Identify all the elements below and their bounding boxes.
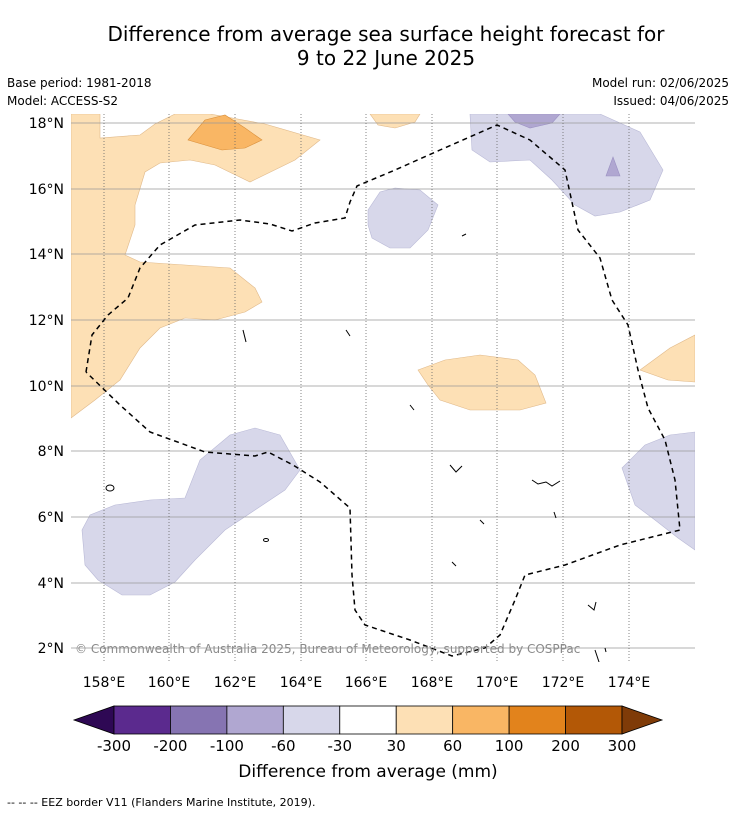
island-outline [263,538,269,542]
lon-label: 162°E [214,675,257,691]
lat-label: 14°N [29,247,64,263]
colorbar-segment [508,705,566,735]
lon-label: 158°E [83,675,126,691]
colorbar-segment [170,705,228,735]
latitude-labels: 18°N 16°N 14°N 12°N 10°N 8°N 6°N 4°N 2°N [29,116,64,657]
colorbar-tick-label: 60 [443,737,462,755]
islands [105,233,607,662]
atoll-outline [594,649,600,662]
anomaly-positive-central [417,354,547,411]
longitude-labels: 158°E 160°E 162°E 164°E 166°E 168°E 170°… [83,675,651,691]
lat-label: 6°N [38,510,64,526]
atoll-outline [461,233,467,237]
title-line-2: 9 to 22 June 2025 [296,46,476,70]
island-outline [105,484,115,492]
colorbar-tick-label: 30 [387,737,406,755]
colorbar-segment [565,705,623,735]
anomaly-negative-northeast [469,114,664,217]
map-area: © Commonwealth of Australia 2025, Bureau… [71,114,695,662]
graticule-parallels [71,122,695,649]
title-line-1: Difference from average sea surface heig… [107,22,665,46]
lat-label: 4°N [38,576,64,592]
colorbar-segment [452,705,510,735]
colorbar-extend-high [621,705,664,735]
atoll-outline [409,404,415,411]
atoll-outline [604,647,607,653]
lat-label: 2°N [38,641,64,657]
colorbar-segment [113,705,171,735]
atoll-outline [345,329,351,337]
lon-label: 168°E [411,675,454,691]
anomaly-negative-center-north [367,187,439,249]
eez-footnote: -- -- -- EEZ border V11 (Flanders Marine… [7,796,316,809]
lon-label: 174°E [608,675,651,691]
colorbar-segment [226,705,284,735]
colorbar-tick-label: -100 [210,737,244,755]
colorbar-segment [282,705,341,735]
colorbar-tick-label: 200 [551,737,580,755]
colorbar-segment [395,705,454,735]
atoll-outline [451,561,457,567]
base-period: Base period: 1981-2018 [7,76,152,90]
colorbar-tick-label: -30 [328,737,353,755]
map-title: Difference from average sea surface heig… [40,22,732,70]
atoll-outline [531,479,561,487]
lon-label: 172°E [542,675,585,691]
colorbar-tick-label: -300 [97,737,131,755]
atoll-outline [553,511,557,519]
lon-label: 166°E [345,675,388,691]
colorbar-tick-label: 300 [608,737,637,755]
anomaly-negative-spot [605,156,621,177]
colorbar-tick-label: -200 [153,737,187,755]
anomaly-positive-east [639,334,695,383]
copyright-notice: © Commonwealth of Australia 2025, Bureau… [75,642,580,656]
colorbar-tick-label: -60 [271,737,296,755]
eez-border [85,124,681,657]
lat-label: 18°N [29,116,64,132]
atoll-outline [587,601,597,611]
anomaly-negative-north-small [507,114,561,129]
meta-right: Model run: 02/06/2025 Issued: 04/06/2025 [592,74,729,110]
model-run: Model run: 02/06/2025 [591,76,729,90]
anomaly-positive-west [71,114,321,419]
lat-label: 8°N [38,444,64,460]
lon-label: 170°E [476,675,519,691]
atoll-outline [242,329,247,343]
colorbar-segment [339,705,397,735]
atoll-outline [449,464,463,473]
lon-label: 164°E [280,675,323,691]
colorbar-label: Difference from average (mm) [238,762,498,782]
meta-left: Base period: 1981-2018 Model: ACCESS-S2 [7,74,152,110]
model-name: Model: ACCESS-S2 [7,94,119,108]
lon-label: 160°E [148,675,191,691]
anomaly-negative-southwest [81,427,301,596]
colorbar: -300 -200 -100 -60 -30 30 60 100 200 300 [72,705,664,755]
issued-date: Issued: 04/06/2025 [613,94,729,108]
anomaly-positive-north-patch [187,114,263,151]
lat-label: 10°N [29,379,64,395]
atoll-outline [479,519,485,525]
lat-label: 16°N [29,182,64,198]
anomaly-positive-north-center [369,114,421,129]
colorbar-extend-low [72,705,115,735]
graticule-meridians [103,114,630,662]
anomaly-negative-east [621,431,695,551]
lat-label: 12°N [29,313,64,329]
colorbar-tick-label: 100 [495,737,524,755]
